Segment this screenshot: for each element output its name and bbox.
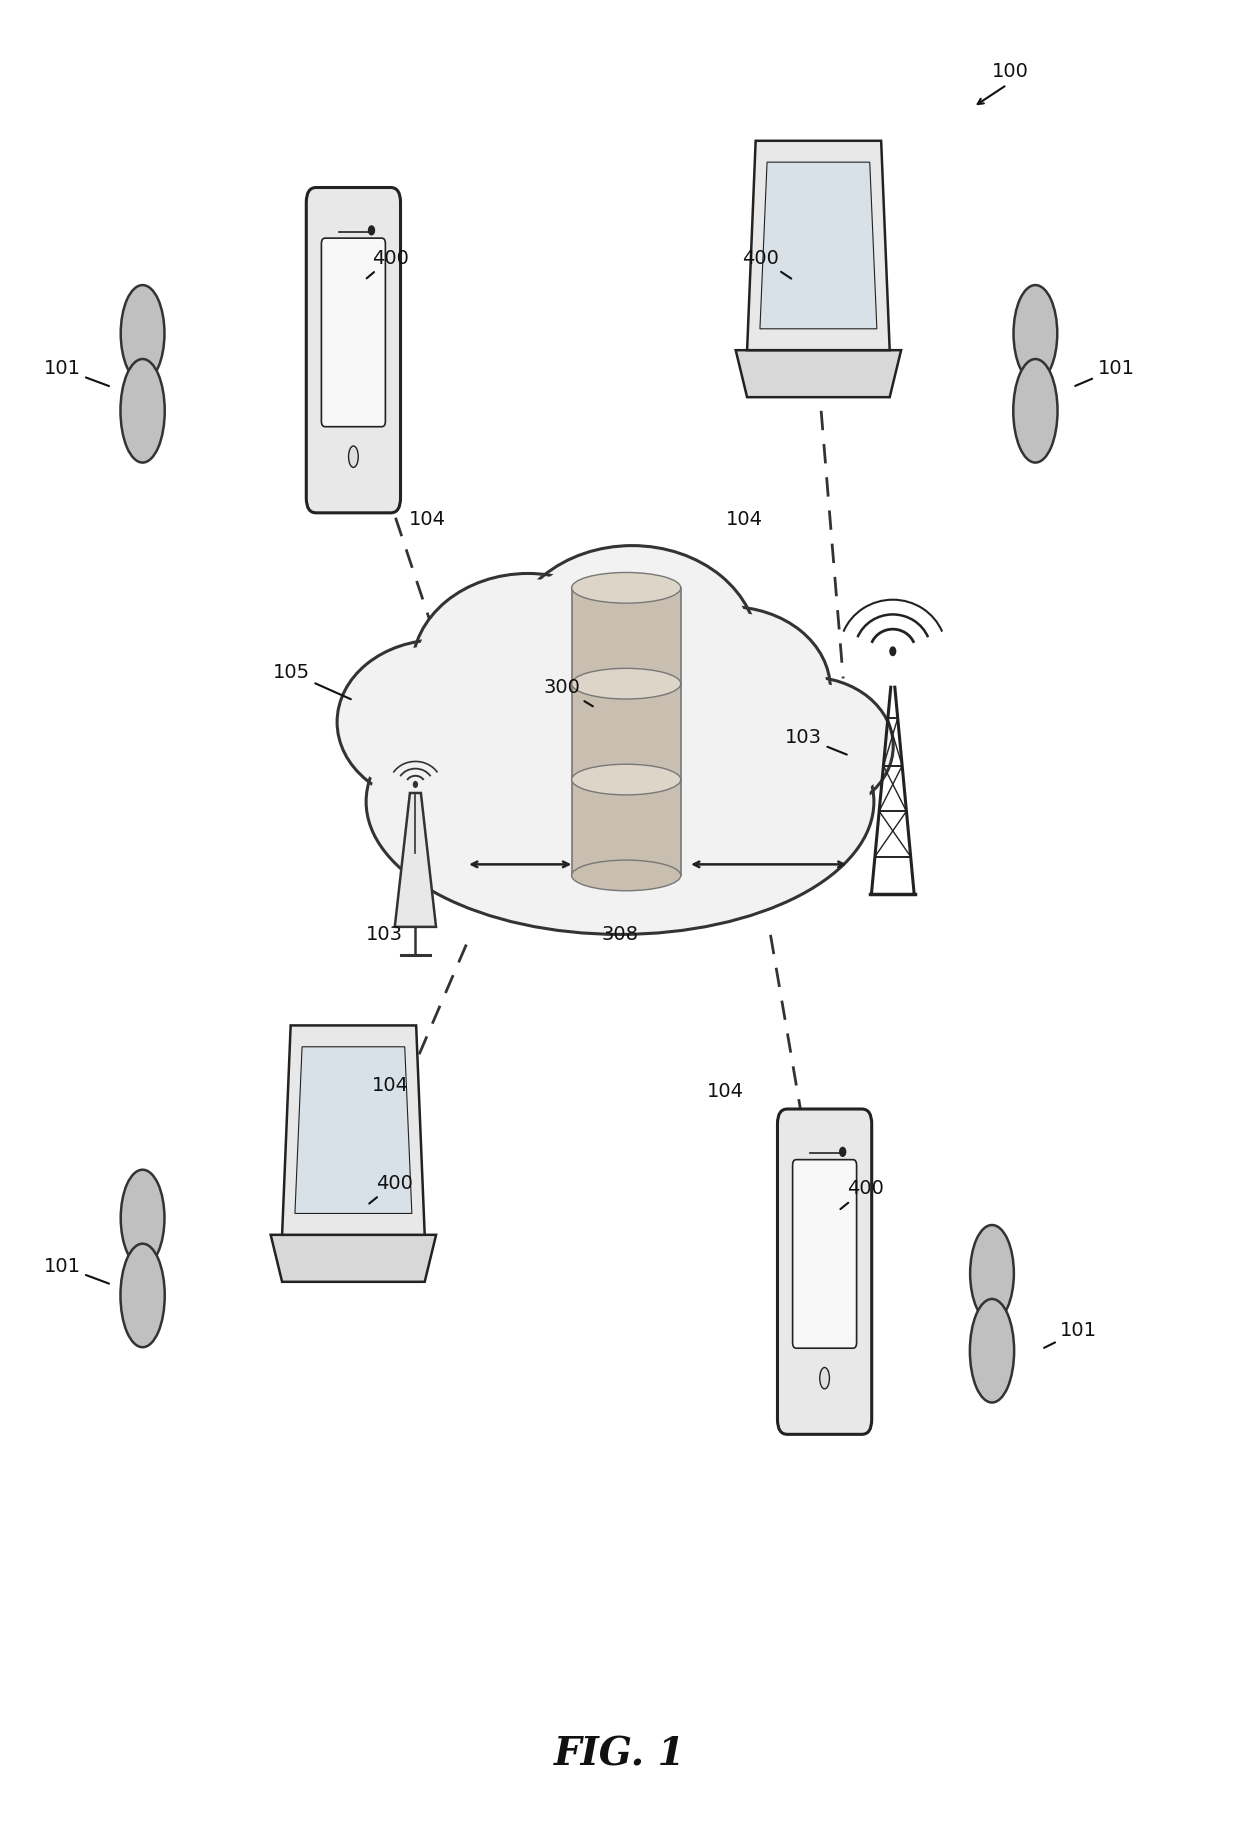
Ellipse shape: [572, 765, 681, 794]
Circle shape: [368, 227, 374, 234]
Ellipse shape: [366, 669, 874, 934]
FancyBboxPatch shape: [792, 1159, 857, 1349]
Circle shape: [413, 781, 418, 787]
Polygon shape: [572, 588, 681, 684]
Ellipse shape: [724, 676, 893, 815]
Ellipse shape: [572, 861, 681, 890]
Text: 103: 103: [366, 925, 403, 944]
Circle shape: [839, 1148, 846, 1156]
Polygon shape: [572, 780, 681, 875]
Ellipse shape: [506, 546, 758, 752]
Text: 400: 400: [370, 1174, 413, 1203]
Ellipse shape: [1013, 286, 1058, 382]
Ellipse shape: [120, 286, 165, 382]
Ellipse shape: [510, 551, 754, 746]
Ellipse shape: [970, 1226, 1014, 1321]
Ellipse shape: [572, 669, 681, 698]
Ellipse shape: [572, 573, 681, 603]
Ellipse shape: [412, 573, 645, 765]
Ellipse shape: [337, 640, 541, 804]
Text: FIG. 1: FIG. 1: [554, 1736, 686, 1773]
Polygon shape: [746, 140, 890, 350]
FancyBboxPatch shape: [306, 188, 401, 512]
Polygon shape: [735, 350, 901, 398]
Text: 101: 101: [43, 1257, 109, 1283]
Ellipse shape: [627, 606, 831, 770]
Text: 400: 400: [742, 249, 791, 278]
Ellipse shape: [348, 446, 358, 468]
Polygon shape: [270, 1235, 436, 1283]
Ellipse shape: [120, 1244, 165, 1347]
Circle shape: [890, 647, 895, 656]
Text: 104: 104: [707, 1082, 744, 1100]
Text: 104: 104: [725, 511, 763, 529]
Ellipse shape: [341, 645, 537, 798]
Ellipse shape: [970, 1299, 1014, 1403]
Text: 105: 105: [273, 663, 351, 698]
FancyBboxPatch shape: [777, 1109, 872, 1434]
Ellipse shape: [370, 675, 870, 929]
Text: 400: 400: [841, 1180, 884, 1209]
Text: 100: 100: [992, 63, 1029, 81]
Ellipse shape: [728, 682, 889, 809]
Text: 104: 104: [409, 511, 446, 529]
Ellipse shape: [120, 1170, 165, 1266]
Polygon shape: [394, 792, 436, 927]
Ellipse shape: [1013, 359, 1058, 463]
Text: 101: 101: [43, 359, 109, 385]
Ellipse shape: [631, 612, 827, 765]
Polygon shape: [295, 1047, 412, 1213]
Polygon shape: [760, 162, 877, 328]
Ellipse shape: [820, 1368, 830, 1390]
Polygon shape: [572, 684, 681, 780]
Ellipse shape: [120, 359, 165, 463]
FancyBboxPatch shape: [321, 238, 386, 428]
Text: 103: 103: [785, 728, 847, 754]
Text: 101: 101: [1044, 1321, 1097, 1347]
Text: 308: 308: [601, 925, 639, 944]
Text: 104: 104: [372, 1076, 409, 1095]
Polygon shape: [281, 1025, 424, 1235]
Ellipse shape: [415, 579, 641, 759]
Text: 400: 400: [367, 249, 409, 278]
Text: 300: 300: [543, 678, 593, 706]
Text: 101: 101: [1075, 359, 1135, 385]
